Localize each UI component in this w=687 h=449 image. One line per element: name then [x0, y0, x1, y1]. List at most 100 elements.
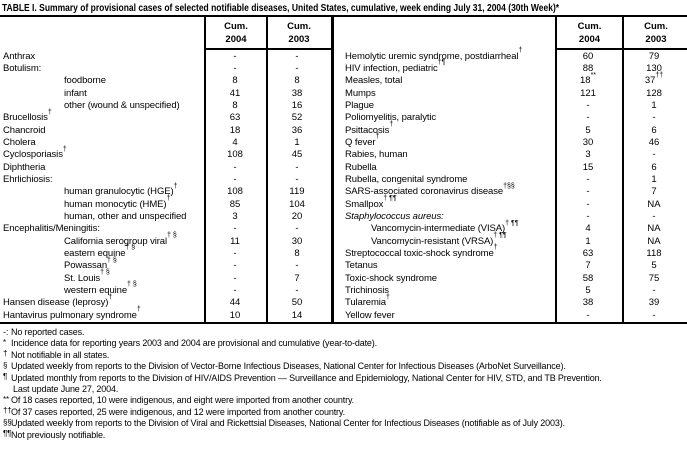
disease-name: Cholera [3, 136, 36, 148]
disease-name: Streptococcal toxic-shock syndrome [345, 247, 494, 259]
value-cell: 85 [229, 198, 241, 210]
value-cell: 15 [582, 161, 594, 173]
table-row: infant 41 38 [0, 87, 331, 99]
disease-label: Poliomyelitis, paralytic [334, 112, 555, 123]
table-body-left: Anthrax - - Botulism: - - foodborne 8 8 infant 41 3… [0, 50, 331, 321]
disease-name: Measles, total [345, 75, 403, 87]
footnote-marker: ¶¶ [3, 429, 12, 439]
disease-label: Plague [334, 100, 555, 111]
table-row: human monocytic (HME)† 85 104 [0, 195, 331, 210]
footnote-marker: †† [3, 406, 12, 416]
value-cell: 1 [651, 99, 657, 111]
value-cell: 16 [291, 99, 303, 111]
column-header-line: Cum. [287, 21, 311, 32]
disease-name: Plague [345, 99, 374, 111]
disease-name: Tularemia [345, 297, 386, 309]
disease-name: Encephalitis/Meningitis: [3, 223, 100, 235]
disease-label: Q fever† [334, 133, 555, 148]
label-footnote-marker: † [493, 244, 498, 252]
value-cell: - [295, 284, 299, 296]
footnotes: -: No reported cases. * Incidence data for … [2, 327, 687, 441]
disease-label: Vancomycin-intermediate (VISA)† ¶¶ [334, 220, 555, 235]
table-row: Rubella 15 6 [334, 161, 687, 173]
value-cell: 36 [291, 124, 303, 136]
table-row: Hemolytic uremic syndrome, postdiarrheal… [334, 47, 687, 62]
disease-label: Streptococcal toxic-shock syndrome† [334, 244, 555, 259]
disease-name: Rubella, congenital syndrome [345, 173, 468, 185]
table-row: Cholera 4 1 [0, 136, 331, 148]
value-cell: 128 [646, 87, 662, 99]
table-row: Poliomyelitis, paralytic - - [334, 112, 687, 124]
disease-name: California serogroup viral [64, 235, 168, 247]
disease-name: Hansen disease (leprosy) [3, 297, 109, 309]
value-cell: 8 [232, 99, 238, 111]
value-cell: - [586, 186, 590, 198]
disease-name: other (wound & unspecified) [64, 99, 180, 111]
value-cell: 63 [229, 112, 241, 124]
value-cell: 108 [227, 149, 243, 161]
value-cell: 7 [294, 272, 300, 284]
table-row: foodborne 8 8 [0, 75, 331, 87]
column-header-line: 2004 [578, 33, 601, 45]
column-header-cum-2004-left: Cum. 2004 [206, 21, 266, 46]
label-footnote-marker: † [389, 121, 394, 129]
disease-name: Hantavirus pulmonary syndrome [3, 309, 137, 321]
value-cell: - [233, 272, 237, 284]
disease-name: Rabies, human [345, 149, 408, 161]
column-header-line: 2004 [225, 33, 247, 45]
disease-name: Yellow fever [345, 309, 395, 321]
label-footnote-marker: † ¶¶ [383, 195, 397, 202]
disease-label: Chancroid [0, 125, 204, 136]
disease-label: Botulism: [0, 63, 204, 74]
disease-name: Chancroid [3, 124, 46, 136]
footnote-text: Updated weekly from reports to the Divis… [11, 418, 565, 429]
disease-name: eastern equine [64, 247, 126, 259]
table-row: human granulocytic (HGE)† 108 119 [0, 183, 331, 198]
label-footnote-marker: † [375, 133, 380, 141]
value-cell: 10 [229, 309, 241, 321]
disease-label: Trichinosis [334, 285, 555, 296]
table-row: Cyclosporiasis† 108 45 [0, 145, 331, 161]
label-footnote-marker: † [108, 293, 113, 301]
disease-name: human monocytic (HME) [64, 198, 167, 210]
value-cell: 88 [582, 62, 594, 74]
value-cell: - [652, 149, 656, 161]
label-footnote-marker: † ¶¶ [493, 231, 507, 239]
label-footnote-marker: † [62, 145, 67, 153]
label-footnote-marker: † [518, 47, 523, 55]
disease-name: Botulism: [3, 62, 42, 74]
value-cell: 8 [232, 75, 238, 87]
disease-label: eastern equine† § [0, 244, 204, 259]
footnote-text: Of 18 cases reported, 10 were indigenous… [11, 395, 354, 406]
value-cell: - [233, 62, 237, 74]
value-cell: 5 [651, 260, 657, 272]
footnote-line: §§ Updated weekly from reports to the Div… [2, 418, 687, 429]
value-cell: - [233, 161, 237, 173]
label-footnote-marker: † § [167, 231, 177, 239]
table-row: Anthrax - - [0, 50, 331, 62]
disease-name: Vancomycin-intermediate (VISA) [371, 223, 506, 235]
table-row: SARS-associated coronavirus disease†§§ - 7 [334, 183, 687, 198]
value-cell: 1 [651, 173, 657, 185]
disease-label: Powassan† § [0, 257, 204, 272]
table-row: Tularemia† 38 39 [334, 294, 687, 309]
table-row: eastern equine† § - 8 [0, 244, 331, 259]
disease-name: Tetanus [345, 260, 378, 272]
table-row: Streptococcal toxic-shock syndrome† 63 118 [334, 244, 687, 259]
half-divider-rule [331, 15, 334, 324]
footnote-line: * Incidence data for reporting years 2003… [2, 338, 687, 349]
footnote-line: †† Of 37 cases reported, 25 were indigeno… [2, 406, 687, 418]
table-row: Encephalitis/Meningitis: - - [0, 223, 331, 235]
disease-label: Encephalitis/Meningitis: [0, 223, 204, 234]
disease-name: HIV infection, pediatric [345, 62, 438, 74]
disease-name: Ehrlichiosis: [3, 173, 53, 185]
value-cell: 118 [646, 247, 662, 259]
notifiable-diseases-table: Cum. 2004 Cum. 2003 Cum. 2004 Cum. 2003 … [0, 15, 687, 324]
value-cell: 75 [648, 272, 660, 284]
value-cell: 44 [229, 297, 241, 309]
table-row: Q fever† 30 46 [334, 133, 687, 148]
table-row: HIV infection, pediatric†¶ 88 130 [334, 59, 687, 74]
column-rule [204, 15, 206, 324]
value-cell: 7 [651, 186, 657, 198]
